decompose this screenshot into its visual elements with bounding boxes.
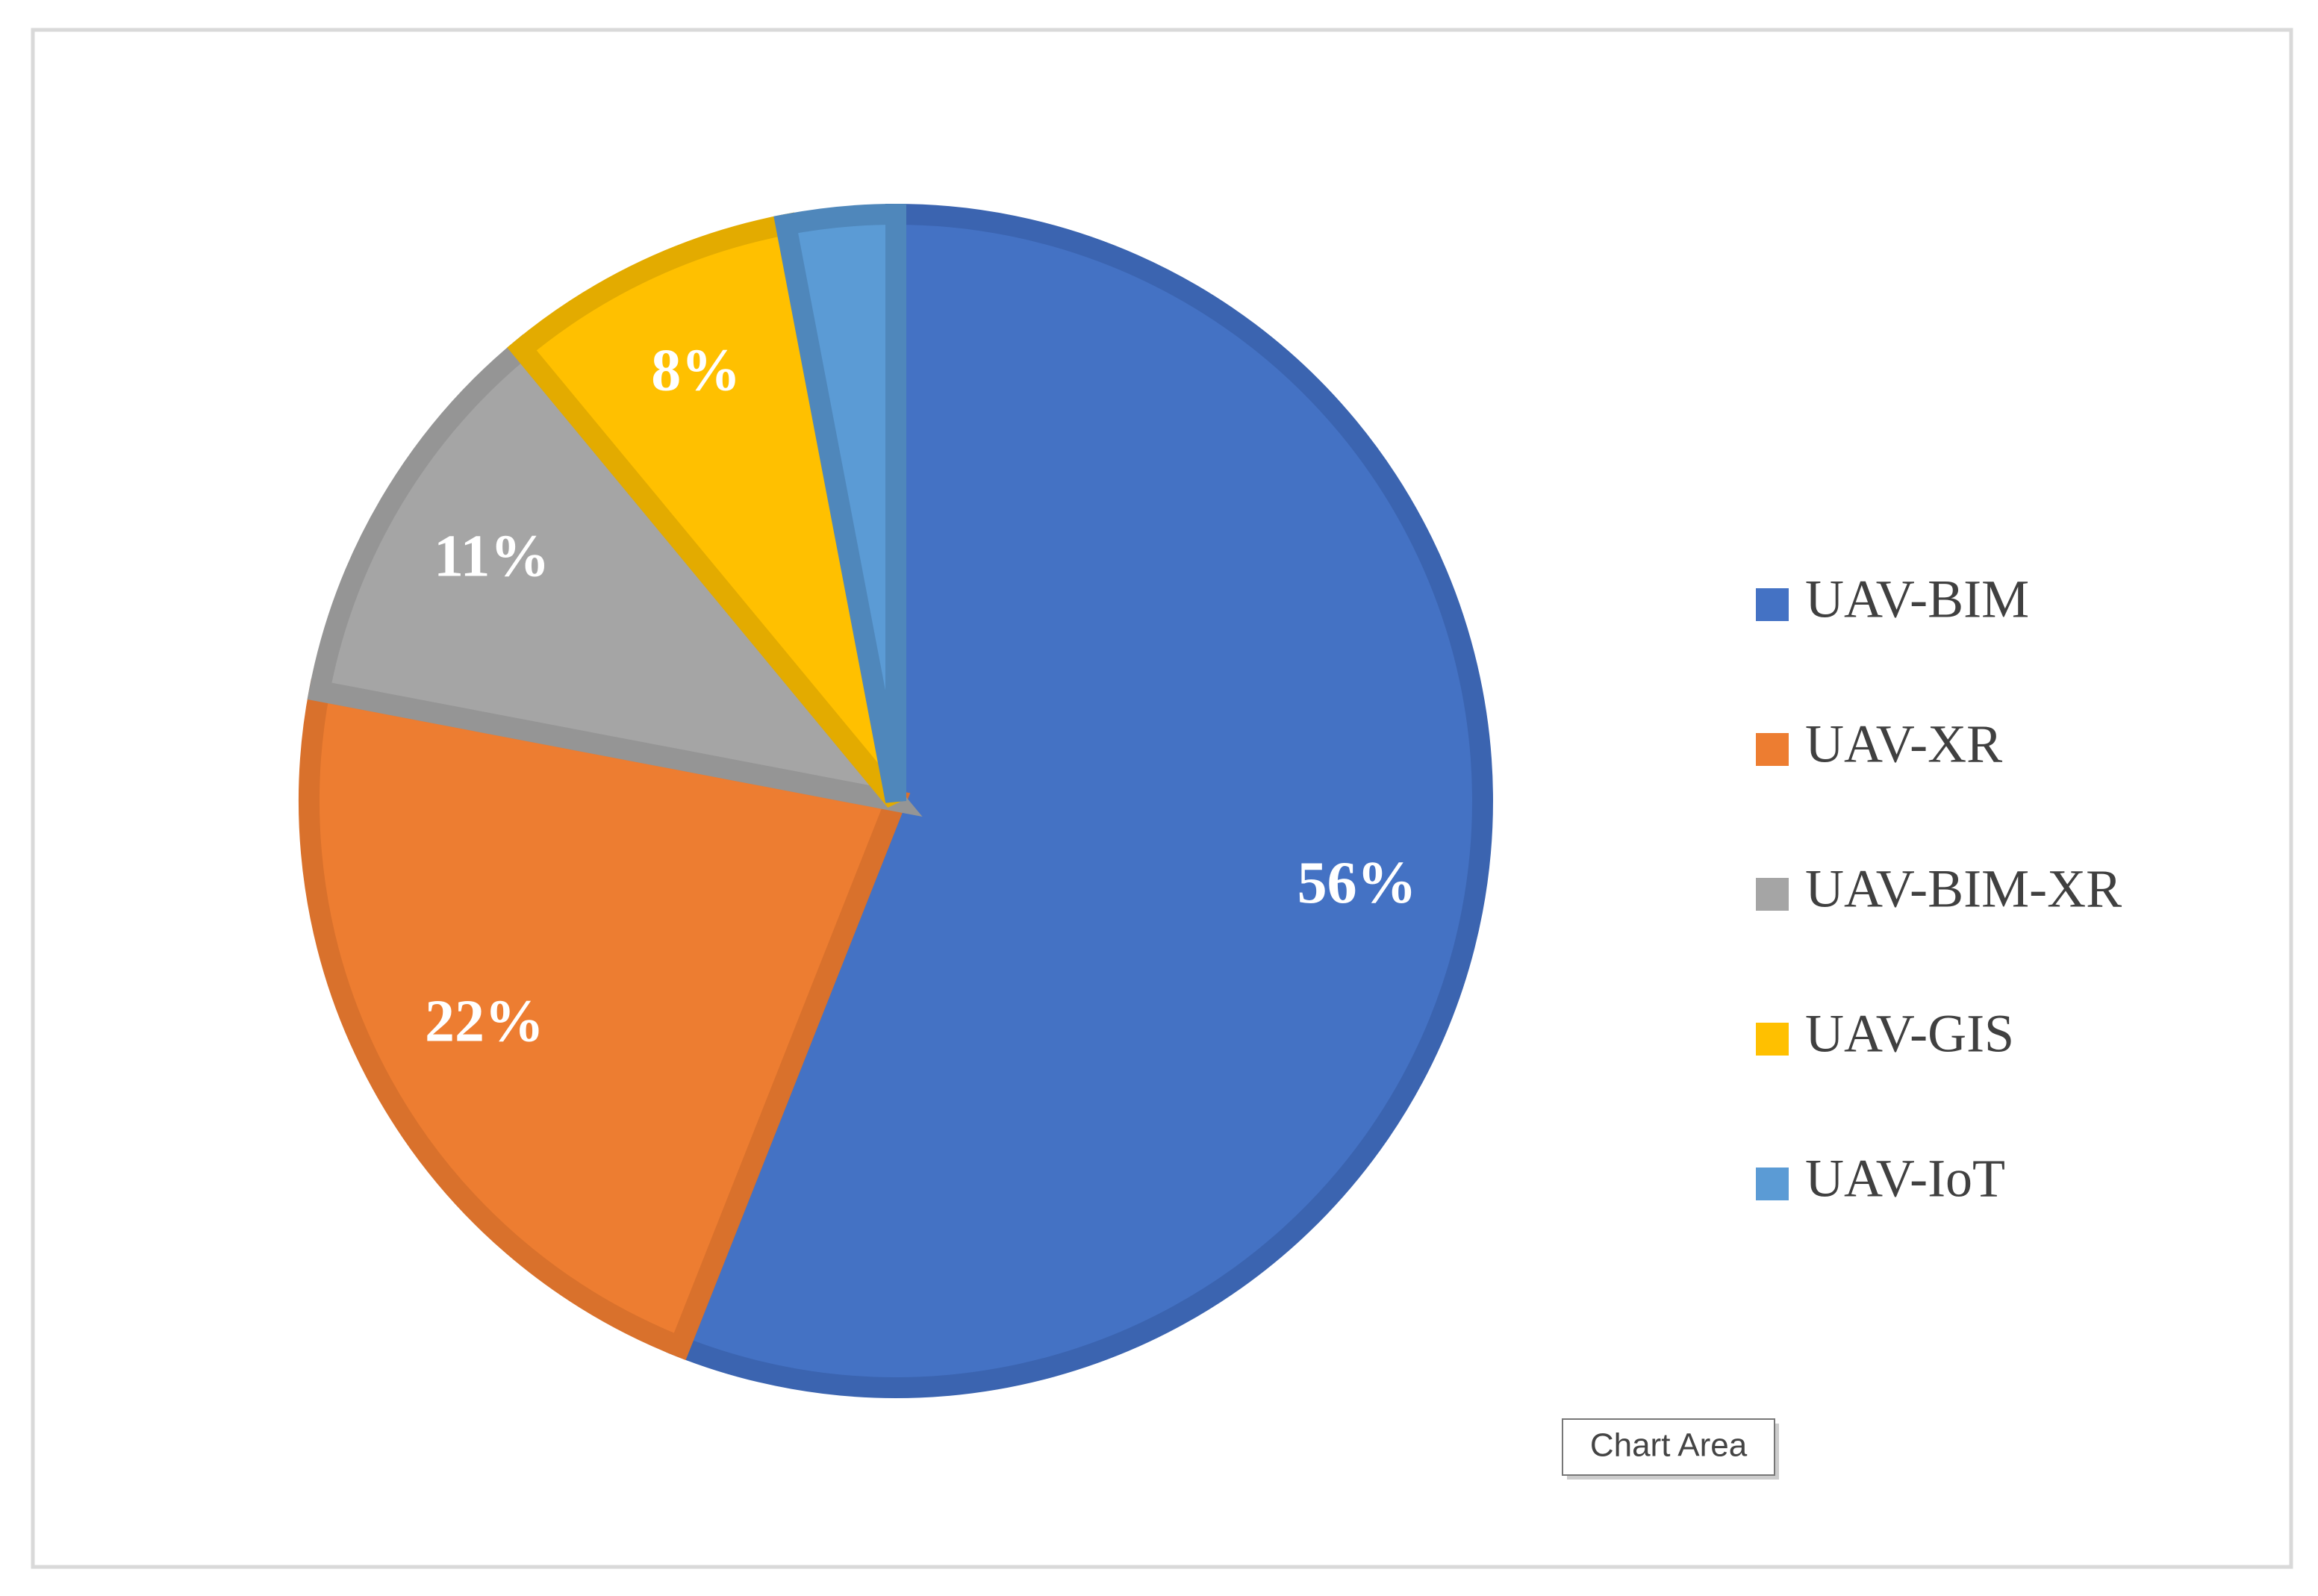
legend-label: UAV-IoT [1805,1149,2005,1209]
pie-slice [507,212,906,808]
pie-slice [307,334,923,817]
pie-slice [299,679,911,1360]
tooltip-text: Chart Area [1590,1427,1748,1464]
legend-label: UAV-GIS [1805,1004,2014,1064]
data-label: 56% [1297,850,1417,916]
legend-swatch [1756,1023,1789,1056]
tooltip: Chart Area [1562,1418,1779,1480]
legend-swatch [1756,878,1789,911]
data-label: 11% [434,523,550,589]
data-label: 8% [651,337,741,403]
legend-swatch [1756,733,1789,766]
tooltip-box [1562,1418,1775,1476]
pie: 56% 22% 11% 8% [299,203,1494,1398]
legend-label: UAV-BIM-XR [1805,859,2122,919]
legend-swatch [1756,588,1789,621]
data-label: 22% [425,988,544,1054]
chart-frame [31,28,2293,1569]
legend-label: UAV-XR [1805,714,2002,774]
pie-slice [666,203,1494,1398]
pie-slice [773,203,906,803]
legend: UAV-BIM UAV-XR UAV-BIM-XR UAV-GIS UAV-IoT [1756,570,2122,1209]
legend-swatch [1756,1168,1789,1200]
legend-label: UAV-BIM [1805,570,2029,629]
